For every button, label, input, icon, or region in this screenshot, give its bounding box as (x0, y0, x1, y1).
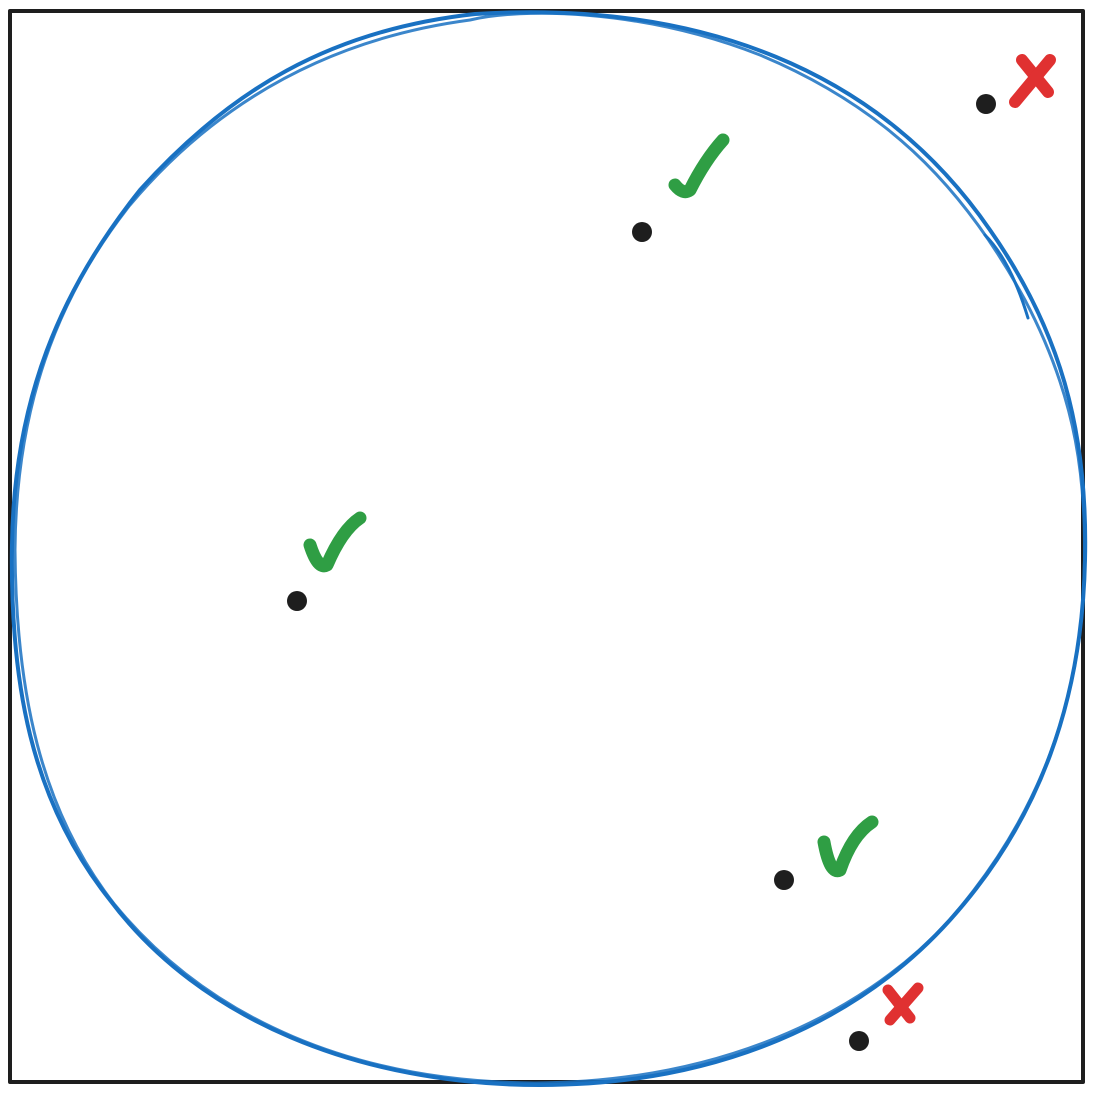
check-icon (303, 511, 367, 573)
cross-icon (882, 982, 924, 1026)
point-dot (976, 94, 996, 114)
inscribed-circle (9, 10, 1088, 1088)
point-dot (774, 870, 794, 890)
check-icon (817, 815, 879, 877)
point-dot (849, 1031, 869, 1051)
check-icon (668, 133, 730, 199)
bounding-square (8, 9, 1085, 1084)
cross-icon (1009, 54, 1056, 108)
point-dot (632, 222, 652, 242)
point-dot (287, 591, 307, 611)
